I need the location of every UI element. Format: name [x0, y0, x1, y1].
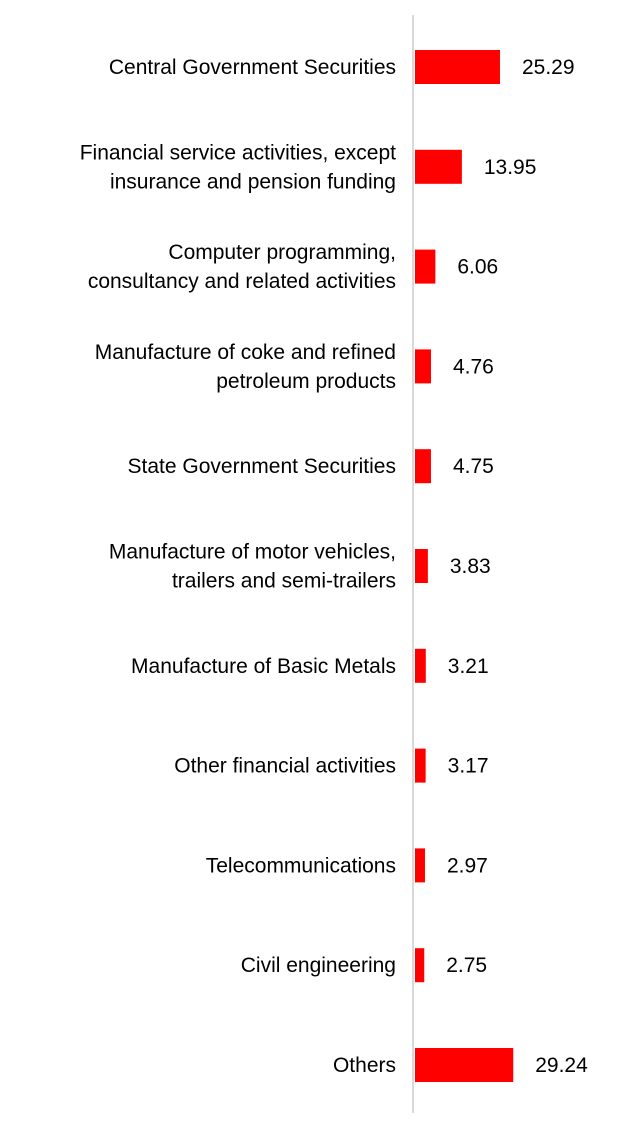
category-label-line: Manufacture of Basic Metals: [131, 655, 396, 678]
category-label-line: Others: [333, 1054, 396, 1077]
value-label: 4.75: [453, 455, 494, 478]
bar: [415, 948, 425, 983]
category-label-line: Civil engineering: [241, 954, 396, 977]
bar: [415, 149, 462, 184]
category-label: Financial service activities, except insu…: [80, 141, 396, 193]
bar: [415, 748, 426, 783]
value-label: 3.83: [450, 555, 491, 578]
category-label-line: insurance and pension funding: [110, 170, 396, 193]
bar-row: Telecommunications 2.97: [206, 848, 488, 883]
category-label: Computer programming, consultancy and rel…: [88, 241, 396, 293]
chart-rows: Central Government Securities 25.29 Financ…: [80, 50, 588, 1082]
category-label: Civil engineering: [241, 954, 396, 977]
category-label: Central Government Securities: [109, 56, 396, 79]
category-label-line: Financial service activities, except: [80, 141, 396, 164]
bar: [415, 50, 500, 84]
bar: [415, 249, 436, 284]
category-label-line: Central Government Securities: [109, 56, 396, 79]
bar: [415, 648, 426, 683]
value-label: 25.29: [522, 56, 575, 79]
value-label: 2.75: [446, 954, 487, 977]
bar-row: Manufacture of motor vehicles, trailers a…: [109, 541, 491, 593]
category-label-line: Other financial activities: [174, 755, 396, 778]
category-label: Others: [333, 1054, 396, 1077]
bar: [415, 349, 431, 384]
value-label: 3.21: [448, 655, 489, 678]
bar-row: Financial service activities, except insu…: [80, 141, 537, 193]
category-label-line: Telecommunications: [206, 854, 396, 877]
category-label: State Government Securities: [128, 455, 396, 478]
value-label: 29.24: [535, 1054, 588, 1077]
category-label-line: Computer programming,: [168, 241, 396, 264]
category-label-line: Manufacture of motor vehicles,: [109, 541, 396, 564]
bar-row: Others 29.24: [333, 1048, 588, 1082]
category-label: Manufacture of coke and refined petroleum…: [95, 341, 396, 393]
category-label: Other financial activities: [174, 755, 396, 778]
value-label: 13.95: [484, 156, 537, 179]
bar-row: Other financial activities 3.17: [174, 748, 489, 783]
category-label-line: petroleum products: [216, 370, 396, 393]
category-label-line: Manufacture of coke and refined: [95, 341, 396, 364]
bar-row: Computer programming, consultancy and rel…: [88, 241, 498, 293]
bar-row: Manufacture of coke and refined petroleum…: [95, 341, 494, 393]
bar-row: State Government Securities 4.75: [128, 449, 494, 484]
bar-row: Central Government Securities 25.29: [109, 50, 575, 84]
value-label: 4.76: [453, 355, 494, 378]
bar: [415, 1048, 514, 1082]
bar: [415, 549, 428, 583]
category-label: Manufacture of Basic Metals: [131, 655, 396, 678]
category-label-line: trailers and semi-trailers: [172, 570, 396, 593]
category-label: Telecommunications: [206, 854, 396, 877]
bar: [415, 848, 425, 883]
value-label: 3.17: [448, 755, 489, 778]
category-label-line: State Government Securities: [128, 455, 396, 478]
bar: [415, 449, 431, 484]
category-label-line: consultancy and related activities: [88, 270, 396, 293]
value-label: 2.97: [447, 854, 488, 877]
value-label: 6.06: [457, 256, 498, 279]
bar-row: Manufacture of Basic Metals 3.21: [131, 648, 489, 683]
category-label: Manufacture of motor vehicles, trailers a…: [109, 541, 396, 593]
bar-row: Civil engineering 2.75: [241, 948, 487, 983]
